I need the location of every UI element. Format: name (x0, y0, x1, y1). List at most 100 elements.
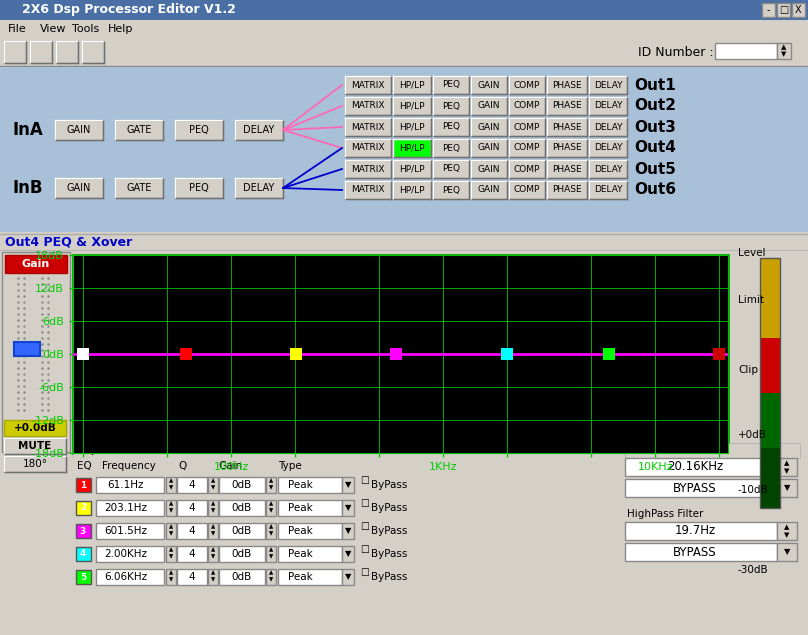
Bar (4, 438, 66, 454)
Text: □: □ (779, 5, 788, 15)
Bar (0, 0, 808, 20)
Text: ▲: ▲ (169, 547, 173, 552)
Bar (115, 120, 163, 140)
Text: PEQ: PEQ (75, 446, 95, 456)
Bar (266, 500, 276, 516)
Text: ▼: ▼ (269, 509, 273, 514)
Text: ByPass: ByPass (371, 526, 407, 536)
Text: EQ: EQ (77, 461, 92, 471)
Text: 0dB: 0dB (232, 480, 252, 490)
Text: Type: Type (278, 461, 301, 471)
Text: COMP: COMP (514, 102, 541, 110)
Bar (208, 500, 218, 516)
Bar (547, 160, 587, 178)
Bar (625, 522, 777, 540)
Text: Out1: Out1 (634, 77, 675, 93)
Bar (433, 118, 469, 136)
Text: PEQ: PEQ (442, 185, 460, 194)
Bar (760, 393, 780, 448)
Bar (177, 500, 207, 516)
Bar (208, 477, 218, 493)
Bar (266, 477, 276, 493)
Text: ☐: ☐ (360, 568, 368, 578)
Bar (777, 479, 797, 497)
Text: 4: 4 (189, 503, 196, 513)
Text: X: X (795, 5, 802, 15)
Bar (219, 546, 265, 562)
Bar (547, 139, 587, 157)
Text: Gain: Gain (22, 259, 50, 269)
Bar (342, 546, 354, 562)
Text: +0.0dB: +0.0dB (14, 423, 57, 433)
Text: 0dB: 0dB (232, 503, 252, 513)
Bar (509, 76, 545, 94)
Text: ▲: ▲ (269, 502, 273, 507)
Bar (0, 67, 808, 232)
Bar (777, 43, 791, 59)
Text: PHASE: PHASE (552, 164, 582, 173)
Bar (760, 338, 780, 393)
Bar (278, 569, 342, 585)
Bar (55, 178, 103, 198)
Bar (760, 448, 780, 508)
Text: Q: Q (178, 461, 187, 471)
Text: GAIN: GAIN (67, 125, 91, 135)
Text: ▲: ▲ (211, 547, 215, 552)
Text: ▲: ▲ (211, 570, 215, 575)
Text: HP/LP: HP/LP (399, 144, 425, 152)
Text: ByPass: ByPass (371, 480, 407, 490)
Bar (760, 258, 780, 338)
Text: ByPass: ByPass (371, 549, 407, 559)
Text: Out2: Out2 (634, 98, 676, 114)
Bar (4, 420, 66, 436)
Text: ID Number :: ID Number : (638, 46, 713, 58)
Text: 4: 4 (80, 549, 86, 559)
Text: ▼: ▼ (169, 554, 173, 559)
Bar (471, 160, 507, 178)
Bar (777, 3, 790, 17)
Bar (166, 523, 176, 539)
Text: +0dB: +0dB (738, 430, 767, 440)
Bar (625, 479, 777, 497)
Bar (219, 477, 265, 493)
Text: ▼: ▼ (211, 531, 215, 537)
Text: GAIN: GAIN (478, 102, 500, 110)
Text: Help: Help (108, 24, 133, 34)
Text: 0dB: 0dB (232, 549, 252, 559)
Text: PEQ: PEQ (189, 183, 209, 193)
Text: 4: 4 (189, 526, 196, 536)
Bar (345, 97, 391, 115)
Text: Out5: Out5 (634, 161, 675, 177)
Text: MATRIX: MATRIX (351, 185, 385, 194)
Bar (547, 118, 587, 136)
Bar (219, 500, 265, 516)
Bar (393, 160, 431, 178)
Text: 4: 4 (189, 480, 196, 490)
Bar (166, 546, 176, 562)
Bar (76, 501, 91, 515)
Text: GAIN: GAIN (478, 123, 500, 131)
Text: ▲: ▲ (269, 570, 273, 575)
Text: Peak: Peak (288, 503, 313, 513)
Bar (166, 477, 176, 493)
Text: 19.7Hz: 19.7Hz (675, 525, 716, 537)
Text: MATRIX: MATRIX (351, 81, 385, 90)
Text: ▼: ▼ (785, 532, 789, 538)
Text: ▲: ▲ (169, 525, 173, 530)
Bar (0, 20, 808, 38)
Bar (777, 543, 797, 561)
Text: PEQ: PEQ (189, 125, 209, 135)
Bar (589, 160, 627, 178)
Text: Level: Level (738, 248, 765, 258)
Text: PEQ: PEQ (442, 81, 460, 90)
Text: 601.5Hz: 601.5Hz (104, 526, 148, 536)
Bar (625, 443, 800, 458)
Text: DELAY: DELAY (594, 144, 622, 152)
Text: ▼: ▼ (269, 554, 273, 559)
Bar (14, 342, 40, 356)
Bar (393, 139, 431, 157)
Bar (471, 139, 507, 157)
Bar (393, 97, 431, 115)
Text: ▼: ▼ (269, 531, 273, 537)
Text: 5: 5 (80, 573, 86, 582)
